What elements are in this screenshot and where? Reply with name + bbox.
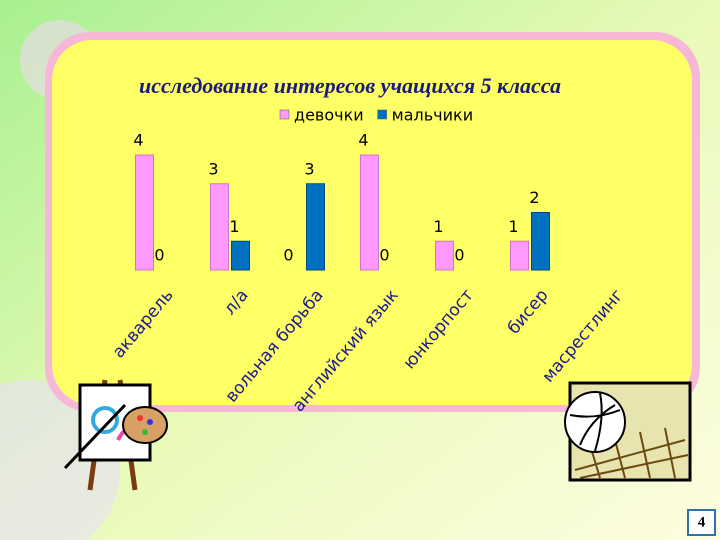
chart-title: исследование интересов учащихся 5 класса	[139, 73, 561, 98]
value-label: 1	[229, 217, 239, 236]
legend-label: девочки	[294, 106, 364, 125]
bar	[306, 183, 325, 271]
legend-label: мальчики	[392, 106, 473, 125]
value-label: 3	[304, 159, 314, 178]
bar	[510, 240, 529, 271]
legend-swatch	[377, 109, 387, 120]
bar	[210, 183, 229, 271]
bar	[531, 212, 550, 271]
volleyball-picture	[564, 381, 692, 482]
value-label: 1	[508, 217, 518, 236]
legend-swatch	[279, 109, 290, 120]
page-number: 4	[698, 514, 706, 530]
bar	[360, 154, 379, 271]
bar	[231, 240, 250, 271]
value-label: 4	[133, 131, 143, 150]
page-number-box	[687, 509, 716, 536]
value-label: 2	[529, 188, 539, 207]
value-label: 0	[454, 246, 464, 265]
easel-picture	[63, 379, 168, 491]
value-label: 1	[433, 217, 443, 236]
value-label: 0	[379, 246, 389, 265]
value-label: 4	[358, 131, 368, 150]
value-label: 3	[208, 159, 218, 178]
value-label: 0	[154, 246, 164, 265]
value-label: 0	[283, 246, 293, 265]
bar	[435, 240, 454, 271]
bar	[135, 154, 154, 271]
